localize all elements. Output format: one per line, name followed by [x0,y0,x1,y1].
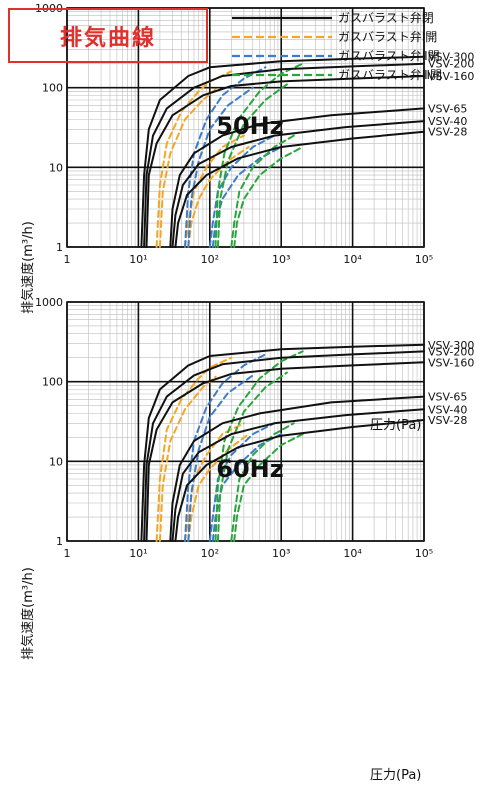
legend-item-valve-2: ガスバラスト弁Ⅱ開 [232,46,492,65]
y-tick-label: 1 [56,241,63,254]
x-tick-label: 10¹ [129,547,147,560]
series-label: VSV-65 [428,102,467,115]
series-label: VSV-65 [428,391,467,404]
x-tick-label: 10⁵ [415,547,433,560]
series-label: VSV-28 [428,126,467,139]
series-label: VSV-40 [428,403,467,416]
series-line-vsv-40-50hz [171,120,425,248]
series-line-vsv-200-60hz [187,374,254,542]
series-line-vsv-40-50hz [211,146,283,248]
x-tick-label: 10⁵ [415,253,433,266]
legend-item-closed: ガスバラスト弁閉 [232,8,492,27]
legend-item-valve-1: ガスバラスト弁Ⅰ開 [232,27,492,46]
legend-swatch-valve-1 [232,35,332,38]
chart-60hz: 1 10¹ 10² 10³ 10⁴ 10⁵ 1 10 100 1000 VSV-300VSV-200… [35,296,474,560]
series-label: VSV-28 [428,414,467,427]
page-title: 排気曲線 [59,25,156,51]
series-line-vsv-40-50hz [187,146,250,248]
series-line-vsv-160-60hz [145,361,425,542]
legend-item-valve-3: ガスバラスト弁Ⅲ開 [232,65,492,84]
x-tick-label: 10² [201,547,219,560]
legend-label: ガスバラスト弁Ⅱ開 [338,49,440,63]
y-tick-label: 10 [49,161,63,174]
y-tick-label: 1000 [35,296,63,309]
series-line-vsv-28-50hz [174,130,425,248]
series-line-vsv-65-50hz [208,134,276,248]
legend-label: ガスバラスト弁Ⅲ開 [338,68,443,82]
series-line-vsv-200-50hz [216,83,288,248]
x-axis-label-50hz: 圧力(Pa) [370,418,422,433]
x-tick-label: 1 [64,253,71,266]
series-label: VSV-200 [428,58,474,71]
chart-title-50hz: 50Hz [216,112,284,140]
legend-swatch-valve-2 [232,54,332,57]
series-line-vsv-300-50hz [184,66,267,248]
series-line-vsv-200-60hz [143,350,425,542]
x-tick-label: 1 [64,547,71,560]
x-tick-label: 10¹ [129,253,147,266]
series-label: VSV-300 [428,51,474,64]
series-line-vsv-65-50hz [184,134,245,248]
series-label: VSV-200 [428,345,474,358]
grid-60hz [66,301,425,542]
x-axis-label-60hz: 圧力(Pa) [370,768,422,783]
series-line-vsv-40-60hz [187,433,250,542]
series-line-vsv-65-50hz [169,107,425,248]
legend-label: ガスバラスト弁閉 [338,11,434,25]
series-label: VSV-160 [428,70,474,83]
chart-title-60hz: 60Hz [216,455,284,483]
plot-frame [66,301,425,542]
x-tick-label: 10³ [272,547,290,560]
series-line-vsv-40-60hz [211,433,283,542]
series-line-vsv-65-50hz [230,134,295,248]
series-line-vsv-40-60hz [171,408,425,542]
page-title-box: 排気曲線 [8,8,208,63]
series-label: VSV-300 [428,339,474,352]
y-tick-label: 100 [42,82,63,95]
series-line-vsv-200-50hz [158,88,217,248]
series-line-vsv-65-60hz [184,422,245,542]
grid-50hz [66,7,425,248]
legend-swatch-valve-3 [232,73,332,76]
y-tick-label: 1 [56,535,63,548]
series-label: VSV-160 [428,356,474,369]
series-line-vsv-300-60hz [155,356,233,542]
x-tick-label: 10² [201,253,219,266]
y-tick-label: 10 [49,455,63,468]
series-line-vsv-200-50hz [187,86,254,248]
series-line-vsv-300-60hz [214,350,304,542]
series-line-vsv-40-50hz [233,146,304,248]
x-tick-label: 10³ [272,253,290,266]
x-tick-label: 10⁴ [343,253,362,266]
series-line-vsv-65-60hz [169,395,425,542]
series-line-vsv-200-50hz [143,62,425,248]
series-line-vsv-40-60hz [233,433,304,542]
chart-50hz: 1 10¹ 10² 10³ 10⁴ 10⁵1101001000VSV-300VSV-200… [35,2,474,266]
series-line-vsv-200-60hz [158,375,217,542]
y-tick-label: 100 [42,376,63,389]
series-line-vsv-300-50hz [140,55,425,248]
y-axis-label-50hz: 排気速度(m³/h) [20,221,36,314]
series-line-vsv-65-60hz [230,422,295,542]
series-line-vsv-200-60hz [216,371,288,542]
series-line-vsv-300-60hz [140,343,425,542]
legend-swatch-closed [232,16,332,19]
legend-label: ガスバラスト弁Ⅰ開 [338,30,438,44]
plot-frame [66,7,425,248]
series-line-vsv-28-60hz [174,419,425,542]
y-axis-label-60hz: 排気速度(m³/h) [20,567,36,660]
x-tick-label: 10⁴ [343,547,362,560]
series-label: VSV-40 [428,115,467,128]
legend: ガスバラスト弁閉 ガスバラスト弁Ⅰ開 ガスバラスト弁Ⅱ開 ガスバラスト弁Ⅲ開 [232,8,492,84]
series-line-vsv-160-50hz [145,75,425,248]
